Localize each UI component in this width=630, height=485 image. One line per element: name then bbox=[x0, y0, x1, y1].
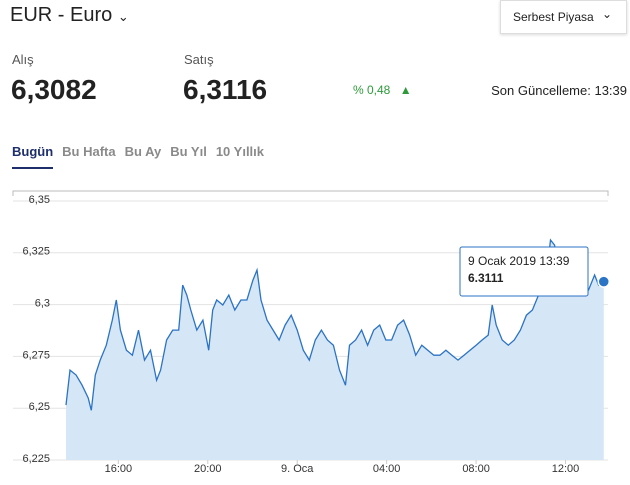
sell-value: 6,3116 bbox=[183, 74, 268, 105]
title-text: EUR - Euro bbox=[10, 4, 113, 26]
chevron: ⌄ bbox=[601, 7, 612, 21]
tab[interactable]: Bu Hafta bbox=[62, 144, 116, 159]
tab[interactable]: Bu Yıl bbox=[170, 144, 207, 159]
market-text: Serbest Piyasa bbox=[513, 10, 594, 24]
y-tick-label: 6,275 bbox=[22, 349, 50, 361]
currency-title[interactable]: EUR - Euro ⌄ bbox=[10, 4, 129, 27]
x-tick-label: 12:00 bbox=[552, 463, 580, 475]
up-arrow: ▲ bbox=[399, 83, 412, 97]
hover-marker bbox=[597, 275, 611, 288]
chart-top-border bbox=[12, 190, 609, 196]
tab[interactable]: Bu Ay bbox=[124, 144, 162, 159]
y-tick-label: 6,325 bbox=[22, 246, 50, 258]
x-tick-label: 16:00 bbox=[105, 463, 133, 475]
area bbox=[66, 240, 604, 460]
sell-label: Satış bbox=[184, 52, 214, 67]
change: % 0,48 ▲ bbox=[353, 83, 412, 97]
tooltip-box bbox=[459, 246, 589, 297]
tabs: Bugün Bu Hafta Bu Ay Bu Yıl 10 Yıllık bbox=[12, 144, 264, 169]
tab[interactable]: Bugün bbox=[12, 144, 54, 169]
market-dropdown[interactable]: Serbest Piyasa ⌄ bbox=[500, 0, 627, 34]
x-tick-label: 20:00 bbox=[194, 463, 222, 475]
tooltip-date: 9 Ocak 2019 13:39 bbox=[468, 254, 570, 268]
y-tick-label: 6,25 bbox=[29, 401, 50, 413]
buy-value: 6,3082 bbox=[11, 74, 97, 105]
x-tick-label: 9. Oca bbox=[281, 463, 314, 475]
x-tick-label: 04:00 bbox=[373, 463, 401, 475]
line bbox=[65, 238, 605, 411]
y-tick-label: 6,225 bbox=[22, 453, 50, 465]
change-text: % 0,48 bbox=[353, 83, 391, 97]
last-update: Son Güncelleme: 13:39 bbox=[491, 83, 627, 98]
tab[interactable]: 10 Yıllık bbox=[215, 144, 265, 159]
chevron: ⌄ bbox=[117, 9, 129, 24]
y-tick-label: 6,35 bbox=[29, 194, 50, 206]
x-tick-label: 08:00 bbox=[462, 463, 490, 475]
y-tick-label: 6,3 bbox=[35, 298, 50, 310]
tooltip-value: 6.3111 bbox=[468, 271, 504, 285]
buy-label: Alış bbox=[12, 52, 34, 67]
